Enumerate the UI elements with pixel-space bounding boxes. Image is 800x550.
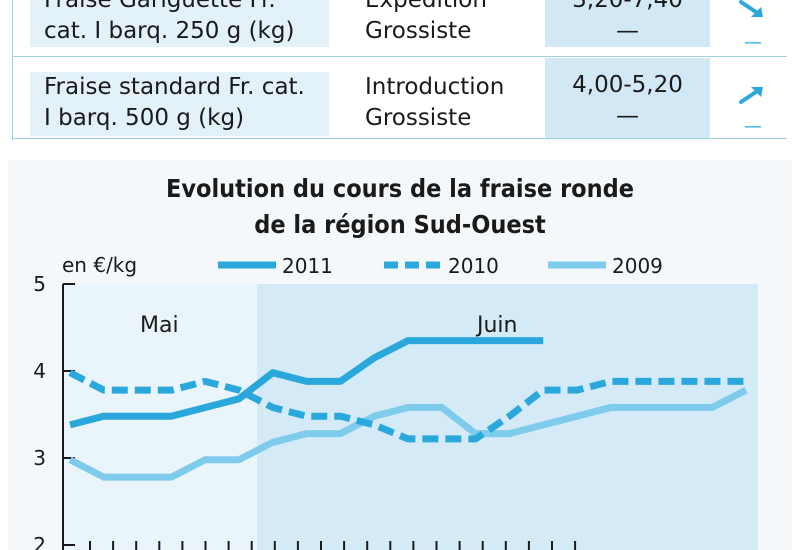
y-axis-label: en €/kg bbox=[62, 253, 137, 277]
legend-label: 2009 bbox=[612, 254, 663, 278]
period-label: Juin bbox=[475, 313, 518, 338]
stage-line-2: Grossiste bbox=[365, 105, 472, 131]
table-left-border bbox=[12, 0, 13, 140]
table-row-divider bbox=[12, 138, 787, 139]
price-dash: — bbox=[616, 103, 639, 129]
product-line-1: Fraise standard Fr. cat. bbox=[44, 74, 305, 100]
product-line-2: I barq. 500 g (kg) bbox=[44, 105, 245, 131]
table-row-stage: Introduction Grossiste bbox=[365, 72, 504, 134]
series-line-2010 bbox=[68, 369, 746, 443]
product-line-2: cat. I barq. 250 g (kg) bbox=[44, 18, 295, 44]
stage-line-2: Grossiste bbox=[365, 18, 472, 44]
table-row-divider bbox=[12, 56, 787, 57]
trend-dash: — bbox=[744, 32, 762, 53]
period-label: Mai bbox=[140, 313, 179, 338]
table-row-trend: — bbox=[728, 82, 778, 142]
legend-label: 2011 bbox=[282, 254, 333, 278]
price-dash: — bbox=[616, 18, 639, 44]
table-row-price: 4,00-5,20 — bbox=[545, 58, 710, 138]
stage-line-1: Introduction bbox=[365, 74, 505, 100]
price-value: 4,00-5,20 bbox=[572, 72, 683, 98]
chart-title-line-1: Evolution du cours de la fraise ronde bbox=[165, 174, 635, 203]
stage-line-1: Expédition bbox=[365, 0, 487, 13]
price-table: Fraise Gariguette Fr. cat. I barq. 250 g… bbox=[0, 0, 800, 145]
series-line-2009 bbox=[68, 386, 748, 481]
legend-label: 2010 bbox=[448, 254, 499, 278]
table-row-price: 3,20-7,40 — bbox=[545, 0, 710, 47]
y-tick-label: 2 bbox=[33, 533, 46, 550]
up-right-arrow-icon bbox=[739, 87, 763, 104]
table-row-trend: — bbox=[728, 0, 778, 58]
down-right-arrow-icon bbox=[739, 0, 763, 17]
y-tick-label: 4 bbox=[33, 359, 46, 383]
y-tick-label: 5 bbox=[33, 272, 46, 296]
price-value: 3,20-7,40 bbox=[572, 0, 683, 13]
table-row-product: Fraise Gariguette Fr. cat. I barq. 250 g… bbox=[30, 0, 329, 47]
table-row-product: Fraise standard Fr. cat. I barq. 500 g (… bbox=[30, 72, 329, 136]
product-line-1: Fraise Gariguette Fr. bbox=[44, 0, 276, 13]
series-line-2011 bbox=[69, 337, 544, 429]
trend-dash: — bbox=[744, 116, 762, 137]
table-row-stage: Expédition Grossiste bbox=[365, 0, 487, 47]
chart-title-line-2: de la région Sud-Ouest bbox=[254, 210, 546, 239]
y-tick-label: 3 bbox=[33, 446, 46, 470]
